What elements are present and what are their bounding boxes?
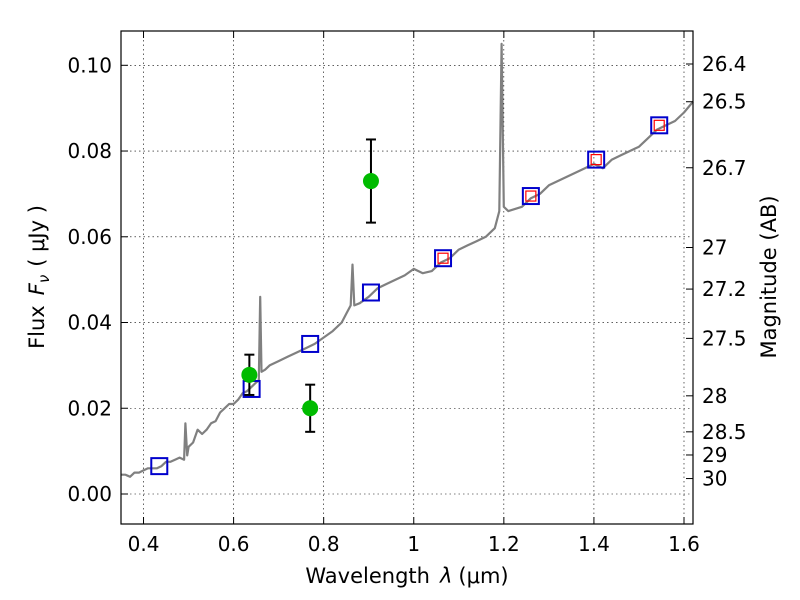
observed-point <box>302 400 319 417</box>
observed-point <box>362 173 379 190</box>
gridlines <box>121 31 693 524</box>
x-axis-label: Wavelength λ (μm) <box>305 564 508 588</box>
model-point-square <box>361 283 380 302</box>
observed-point <box>241 366 258 383</box>
model-points-series <box>150 116 669 476</box>
model-point-square <box>587 150 606 169</box>
model-point-square <box>521 187 540 206</box>
y-axis-label: FluxFν( μJy ) <box>25 205 53 349</box>
model-point-inner-square <box>525 190 537 202</box>
x-tick-label: 1.2 <box>488 532 520 556</box>
y2-tick-label: 28 <box>702 384 727 408</box>
y-tick-label: 0.10 <box>67 53 112 77</box>
spectrum-series <box>121 42 694 478</box>
plot-area <box>121 31 693 524</box>
y2-tick-label: 27.2 <box>702 277 747 301</box>
y-tick-label: 0.08 <box>67 139 112 163</box>
model-point-square <box>150 457 169 476</box>
y-tick-label: 0.00 <box>67 482 112 506</box>
y2-axis-label: Magnitude (AB) <box>757 195 781 358</box>
plot-frame <box>120 30 694 525</box>
x-tick-label: 1 <box>407 532 420 556</box>
x-tick-label: 0.4 <box>128 532 160 556</box>
y2-tick-label: 26.5 <box>702 90 747 114</box>
y-tick-label: 0.04 <box>67 311 112 335</box>
y2-tick-label: 26.7 <box>702 156 747 180</box>
y2-tick-label: 28.5 <box>702 420 747 444</box>
model-point-inner-square <box>590 154 602 166</box>
model-point-square <box>301 334 320 353</box>
model-point-square <box>434 249 453 268</box>
y2-tick-label: 27 <box>702 235 727 259</box>
y2-tick-label: 30 <box>702 467 727 491</box>
x-tick-label: 0.8 <box>308 532 340 556</box>
x-tick-label: 1.4 <box>578 532 610 556</box>
y2-tick-label: 26.4 <box>702 52 747 76</box>
y-tick-label: 0.06 <box>67 225 112 249</box>
y2-tick-label: 29 <box>702 443 727 467</box>
observed-points-series <box>241 138 379 433</box>
model-point-square <box>650 116 669 135</box>
model-point-inner-square <box>653 119 665 131</box>
axis-ticks: 0.4 0.6 0.8 1 1.2 1.4 1.6 0.00 0.02 0.04 0.06 0.08 0… <box>67 31 747 556</box>
x-tick-label: 0.6 <box>218 532 250 556</box>
model-point-inner-square <box>437 252 449 264</box>
x-tick-label: 1.6 <box>668 532 700 556</box>
spectrum-line <box>121 42 694 478</box>
y-tick-label: 0.02 <box>67 396 112 420</box>
y2-tick-label: 27.5 <box>702 326 747 350</box>
